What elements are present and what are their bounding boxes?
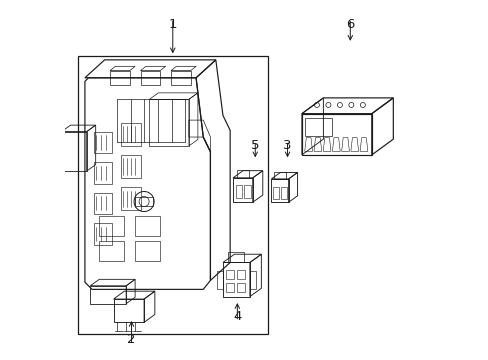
Text: 4: 4 [233, 310, 241, 323]
Bar [225, 283, 233, 292]
Bar [113, 299, 144, 322]
Bar [135, 216, 160, 235]
Bar [94, 132, 112, 153]
Bar [121, 155, 140, 178]
Bar [237, 283, 244, 292]
Bar [135, 241, 160, 261]
Bar [94, 162, 112, 184]
Bar [149, 99, 188, 146]
Text: 5: 5 [250, 139, 259, 152]
Bar [236, 170, 249, 178]
Text: 2: 2 [127, 333, 136, 346]
Bar [99, 216, 124, 235]
Bar [233, 178, 252, 202]
Bar [304, 118, 331, 136]
Bar [249, 271, 256, 289]
Bar [61, 132, 86, 171]
Bar [281, 187, 286, 199]
Bar [121, 123, 140, 146]
Text: 1: 1 [168, 18, 177, 31]
Bar [225, 270, 233, 279]
Text: 6: 6 [346, 18, 354, 31]
Bar [121, 187, 140, 211]
Bar [223, 262, 249, 297]
Bar [78, 56, 267, 334]
Bar [235, 185, 242, 198]
Bar [140, 71, 160, 85]
Text: 3: 3 [283, 139, 291, 152]
Bar [90, 286, 126, 304]
Bar [110, 71, 129, 85]
Bar [273, 187, 278, 199]
Bar [171, 71, 190, 85]
Bar [135, 197, 153, 206]
Bar [216, 271, 223, 289]
Bar [271, 179, 288, 202]
Bar [99, 241, 124, 261]
Bar [244, 185, 250, 198]
Bar [94, 193, 112, 214]
Bar [94, 223, 112, 244]
Bar [237, 270, 244, 279]
Bar [301, 114, 371, 155]
Bar [274, 172, 285, 179]
